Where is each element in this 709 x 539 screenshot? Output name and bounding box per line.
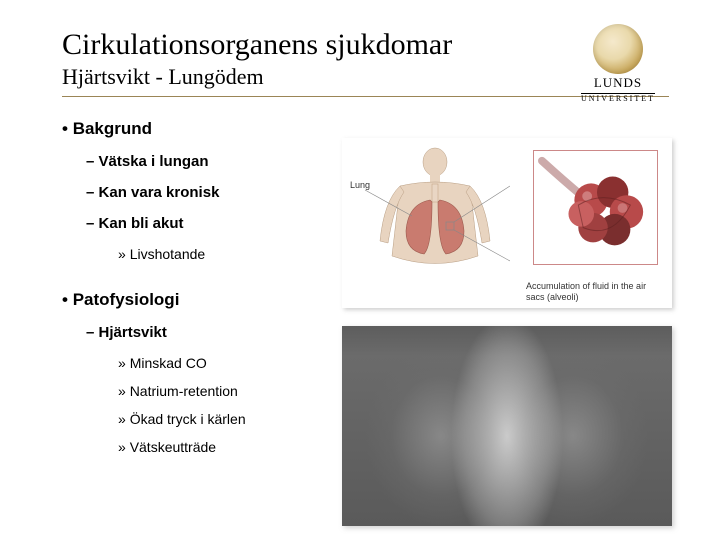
torso-illustration <box>360 146 510 296</box>
logo-line2: UNIVERSITET <box>581 93 655 103</box>
logo-text: LUNDS UNIVERSITET <box>563 76 673 103</box>
slide: Cirkulationsorganens sjukdomar Hjärtsvik… <box>0 0 709 539</box>
chest-xray-figure <box>342 326 672 526</box>
university-logo: LUNDS UNIVERSITET <box>563 24 673 103</box>
logo-line1: LUNDS <box>594 75 642 90</box>
logo-seal-icon <box>593 24 643 74</box>
lung-anatomy-figure: Lung <box>342 138 672 308</box>
heading-bakgrund: Bakgrund <box>62 119 669 139</box>
alveoli-inset <box>533 150 658 265</box>
alveoli-caption: Accumulation of fluid in the air sacs (a… <box>526 281 666 302</box>
xray-image <box>342 326 672 526</box>
